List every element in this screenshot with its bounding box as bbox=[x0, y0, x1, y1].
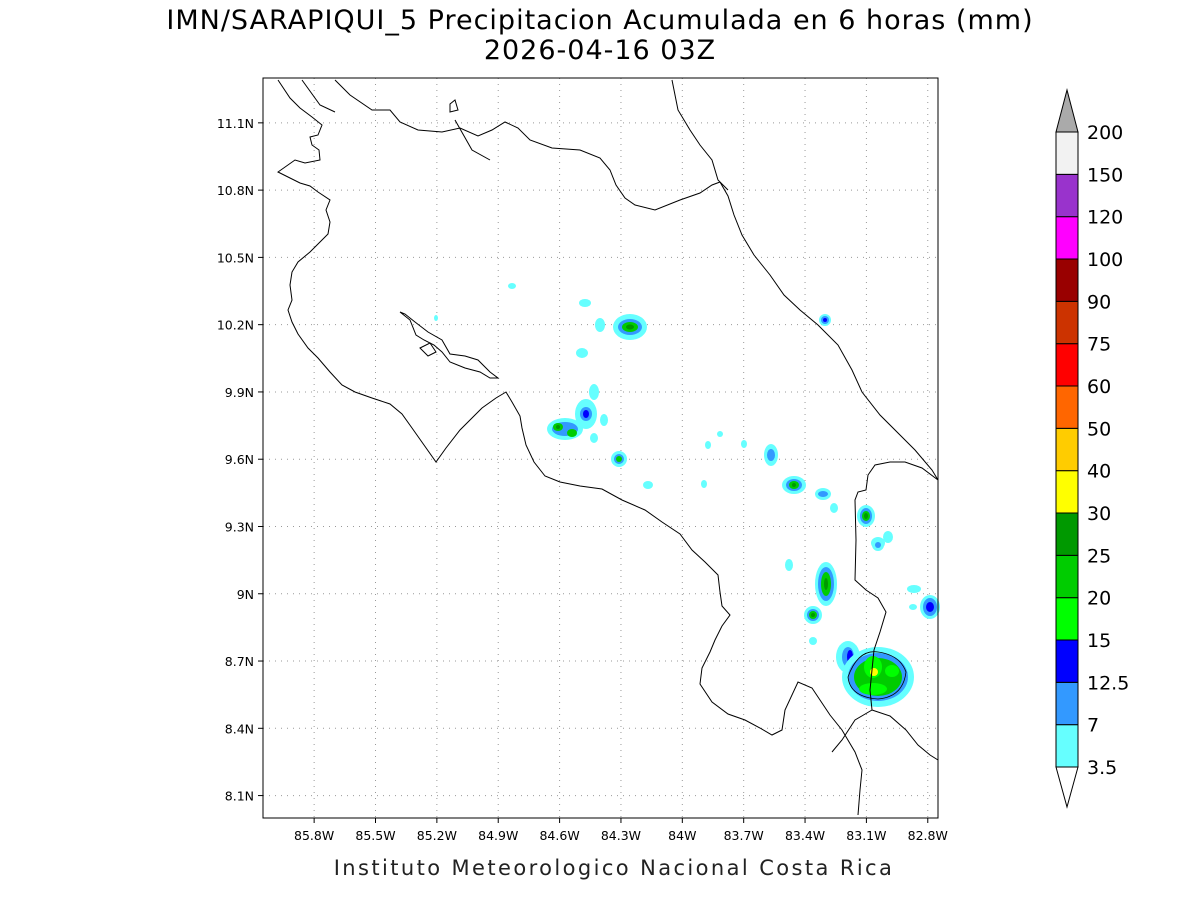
colorbar-label: 12.5 bbox=[1087, 672, 1129, 694]
y-tick-label: 8.4N bbox=[225, 721, 254, 736]
colorbar-label: 7 bbox=[1087, 715, 1099, 737]
colorbar-segment bbox=[1055, 385, 1079, 429]
colorbar-segment bbox=[1055, 427, 1079, 472]
x-tick-label: 84.3W bbox=[601, 828, 641, 843]
colorbar-max-arrow bbox=[1055, 88, 1079, 133]
colorbar-label: 15 bbox=[1087, 630, 1111, 652]
precip-cell bbox=[547, 418, 583, 440]
colorbar-label: 20 bbox=[1087, 588, 1111, 610]
colorbar-label: 60 bbox=[1087, 376, 1111, 398]
precip-cell bbox=[611, 451, 627, 467]
colorbar: 3.5 7 12.5 15 20 25 30 40 50 60 75 90 100 120 150 200 bbox=[1055, 88, 1129, 809]
precip-cell bbox=[920, 595, 940, 619]
precip-cell bbox=[782, 476, 806, 494]
y-tick-label: 8.1N bbox=[225, 789, 254, 804]
colorbar-segment bbox=[1055, 639, 1079, 683]
y-tick-label: 11.1N bbox=[217, 116, 254, 131]
footer-credit: Instituto Meteorologico Nacional Costa R… bbox=[333, 856, 895, 880]
colorbar-segment bbox=[1055, 131, 1079, 175]
precip-cell bbox=[815, 488, 831, 500]
colorbar-label: 50 bbox=[1087, 418, 1111, 440]
x-tick-label: 85.5W bbox=[355, 828, 395, 843]
y-tick-label: 10.2N bbox=[217, 318, 254, 333]
x-tick-label: 82.8W bbox=[908, 828, 948, 843]
colorbar-label: 90 bbox=[1087, 291, 1111, 313]
x-tick-label: 85.2W bbox=[417, 828, 457, 843]
colorbar-label: 40 bbox=[1087, 461, 1111, 483]
precip-light-cells bbox=[434, 283, 921, 645]
precip-cell bbox=[836, 641, 914, 707]
x-tick-label: 84.9W bbox=[478, 828, 518, 843]
y-tick-label: 9.3N bbox=[225, 519, 254, 534]
y-tick-label: 9N bbox=[237, 587, 254, 602]
colorbar-segment bbox=[1055, 173, 1079, 218]
colorbar-label: 200 bbox=[1087, 122, 1123, 144]
colorbar-segment bbox=[1055, 597, 1079, 641]
colorbar-label: 75 bbox=[1087, 334, 1111, 356]
colorbar-label: 3.5 bbox=[1087, 757, 1117, 779]
colorbar-label: 100 bbox=[1087, 249, 1123, 271]
colorbar-label: 25 bbox=[1087, 545, 1111, 567]
precip-cell bbox=[815, 562, 837, 606]
y-tick-label: 10.8N bbox=[217, 183, 254, 198]
colorbar-segment bbox=[1055, 470, 1079, 514]
graticule bbox=[263, 78, 938, 818]
precip-cell bbox=[764, 444, 778, 466]
colorbar-segment bbox=[1055, 681, 1079, 726]
colorbar-segment bbox=[1055, 343, 1079, 387]
map-title: IMN/SARAPIQUI_5 Precipitacion Acumulada … bbox=[166, 5, 1034, 36]
y-tick-label: 9.6N bbox=[225, 452, 254, 467]
precip-cell bbox=[857, 505, 875, 527]
precip-cell bbox=[804, 606, 822, 624]
colorbar-min-arrow bbox=[1055, 766, 1079, 809]
precip-cell bbox=[575, 399, 597, 429]
y-tick-label: 8.7N bbox=[225, 654, 254, 669]
coastline bbox=[277, 79, 939, 816]
colorbar-label: 30 bbox=[1087, 503, 1111, 525]
y-tick-label: 10.5N bbox=[217, 250, 254, 265]
y-tick-label: 9.9N bbox=[225, 385, 254, 400]
colorbar-segment bbox=[1055, 554, 1079, 599]
colorbar-segment bbox=[1055, 300, 1079, 345]
colorbar-label: 150 bbox=[1087, 164, 1123, 186]
map-frame bbox=[262, 77, 939, 819]
map-date: 2026-04-16 03Z bbox=[483, 35, 717, 66]
colorbar-segment bbox=[1055, 258, 1079, 302]
precip-cell bbox=[872, 539, 884, 551]
colorbar-segment bbox=[1055, 512, 1079, 556]
x-tick-label: 84W bbox=[668, 828, 696, 843]
x-tick-label: 83.4W bbox=[785, 828, 825, 843]
precipitation-cells bbox=[434, 283, 940, 707]
axis-ticks: 85.8W 85.5W 85.2W 84.9W 84.6W 84.3W 84W 83.7W 83… bbox=[217, 116, 948, 843]
colorbar-segment bbox=[1055, 216, 1079, 260]
x-tick-label: 83.7W bbox=[724, 828, 764, 843]
x-tick-label: 83.1W bbox=[846, 828, 886, 843]
x-tick-label: 84.6W bbox=[539, 828, 579, 843]
colorbar-segment bbox=[1055, 724, 1079, 768]
precip-cell bbox=[613, 314, 647, 340]
colorbar-label: 120 bbox=[1087, 207, 1123, 229]
precip-cell bbox=[819, 314, 831, 326]
x-tick-label: 85.8W bbox=[294, 828, 334, 843]
